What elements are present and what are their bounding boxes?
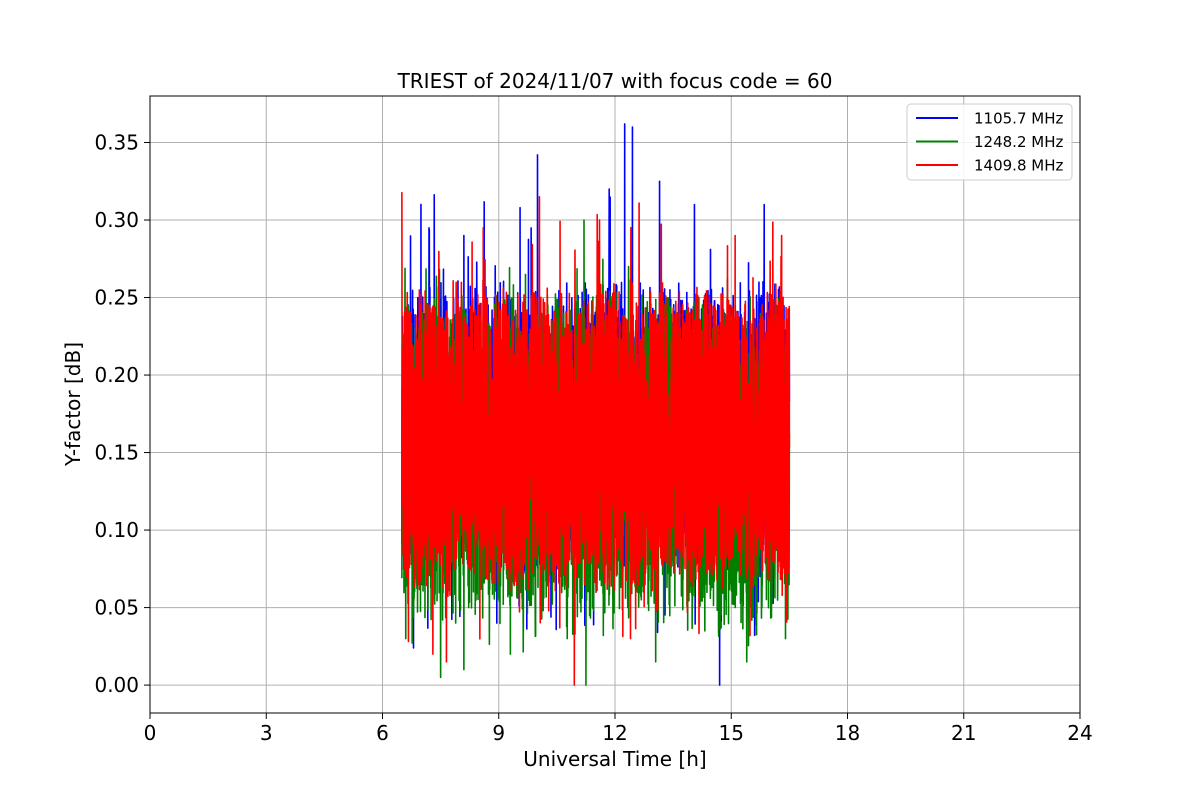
- x-tick-label: 3: [260, 721, 273, 745]
- legend-box: [906, 103, 1073, 181]
- y-tick-label: 0.25: [94, 286, 139, 310]
- chart-title: TRIEST of 2024/11/07 with focus code = 6…: [397, 69, 833, 93]
- legend-label: 1248.2 MHz: [974, 133, 1063, 151]
- x-tick-label: 0: [144, 721, 157, 745]
- y-tick-label: 0.30: [94, 208, 139, 232]
- x-tick-label: 6: [376, 721, 389, 745]
- legend: 1105.7 MHz 1248.2 MHz 1409.8 MHz: [906, 103, 1073, 181]
- x-tick-label: 15: [719, 721, 744, 745]
- y-axis-label: Y-factor [dB]: [61, 342, 85, 467]
- y-tick-label: 0.00: [94, 673, 139, 697]
- y-tick-label: 0.10: [94, 518, 139, 542]
- series-line: [401, 192, 791, 686]
- x-tick-label: 18: [835, 721, 860, 745]
- x-axis-label: Universal Time [h]: [523, 747, 706, 771]
- series-layer: [401, 123, 791, 686]
- y-axis: 0.00 0.05 0.10 0.15 0.20 0.25 0.30 0.35: [94, 131, 150, 697]
- legend-label: 1409.8 MHz: [974, 157, 1063, 175]
- y-tick-label: 0.20: [94, 363, 139, 387]
- x-tick-label: 9: [492, 721, 505, 745]
- y-tick-label: 0.35: [94, 131, 139, 155]
- y-tick-label: 0.15: [94, 441, 139, 465]
- x-tick-label: 12: [602, 721, 627, 745]
- x-tick-label: 21: [951, 721, 976, 745]
- legend-label: 1105.7 MHz: [974, 110, 1063, 128]
- x-axis: 0 3 6 9 12 15 18 21 24: [144, 713, 1093, 745]
- x-tick-label: 24: [1067, 721, 1092, 745]
- y-tick-label: 0.05: [94, 596, 139, 620]
